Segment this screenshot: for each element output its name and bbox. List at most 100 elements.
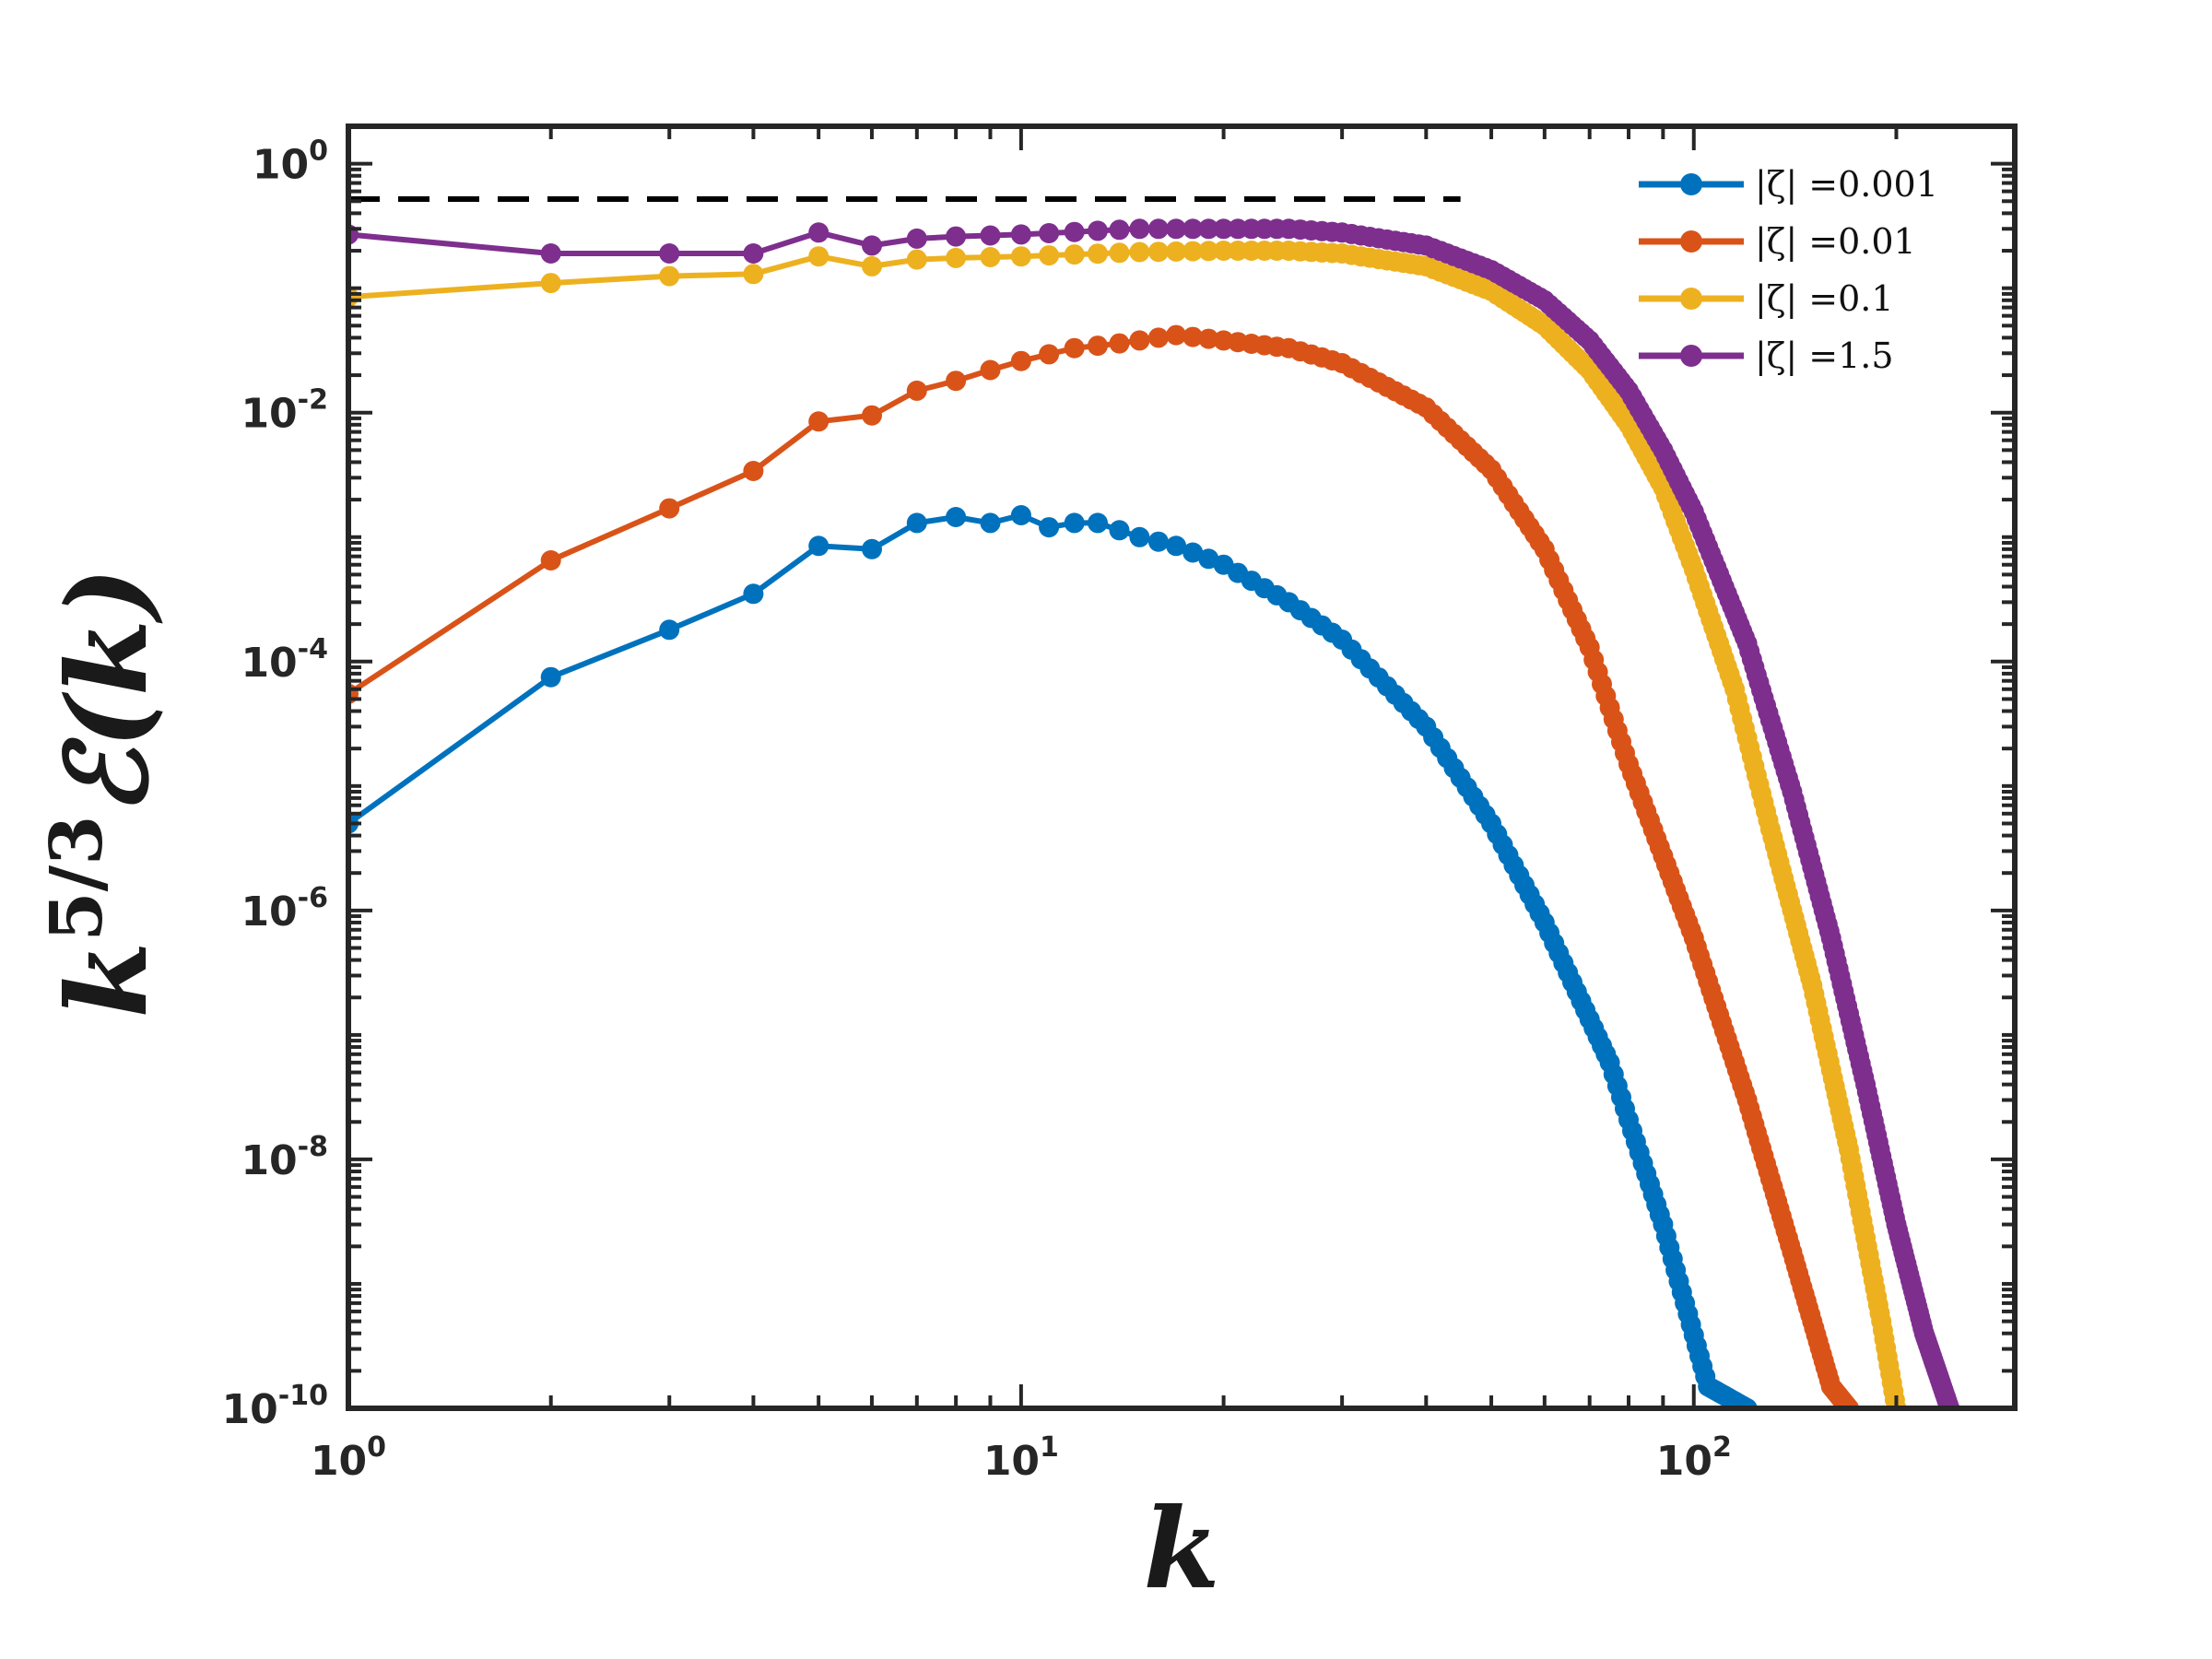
series-marker: [1010, 224, 1031, 245]
series-marker: [1182, 326, 1204, 347]
tick-layer: [347, 124, 2017, 1410]
series-marker: [862, 255, 882, 276]
series-marker: [1166, 241, 1187, 262]
series-marker: [1109, 333, 1130, 354]
series-marker: [1129, 218, 1150, 240]
series-marker: [1064, 337, 1085, 359]
legend-label: |ζ| =0.001: [1755, 164, 1938, 205]
series-marker: [808, 535, 830, 557]
series-marker: [946, 507, 967, 527]
series-line: [348, 512, 1749, 1408]
series-3: [348, 241, 1907, 1408]
series-marker: [1010, 246, 1031, 267]
series-marker: [659, 619, 680, 641]
series-marker: [1166, 324, 1187, 346]
legend-entry: |ζ| =0.1: [1639, 278, 1894, 319]
series-marker: [980, 225, 1001, 246]
legend-swatch-marker: [1680, 173, 1702, 195]
series-marker: [659, 265, 680, 287]
series-marker: [946, 226, 967, 247]
legend-entry: |ζ| =0.001: [1639, 164, 1938, 205]
series-marker: [540, 273, 561, 294]
series-marker: [980, 359, 1001, 381]
series-marker: [906, 249, 927, 270]
series-marker: [1039, 517, 1060, 538]
series-marker: [1147, 241, 1169, 263]
series-marker: [1064, 244, 1085, 265]
series-marker: [1166, 535, 1187, 557]
series-marker: [862, 538, 882, 559]
series-marker: [1109, 219, 1130, 241]
series-marker: [1039, 245, 1060, 266]
series-marker: [659, 243, 680, 264]
series-marker: [1010, 350, 1031, 371]
series-marker: [743, 461, 764, 481]
legend-entry: |ζ| =1.5: [1639, 335, 1894, 376]
series-marker: [1039, 223, 1060, 243]
plot-frame: [346, 124, 2018, 1411]
legend-swatch-marker: [1680, 230, 1702, 253]
y-tick-label: 100: [253, 135, 328, 189]
y-tick-label: 10-2: [241, 384, 328, 438]
series-marker: [946, 247, 967, 268]
series-marker: [808, 411, 830, 432]
series-marker: [906, 512, 927, 534]
series-line: [348, 332, 1852, 1408]
legend-label: |ζ| =0.1: [1755, 278, 1894, 319]
series-marker: [1064, 512, 1085, 534]
x-tick-label: 102: [1656, 1431, 1732, 1485]
series-marker: [980, 512, 1001, 534]
series-marker: [1129, 526, 1150, 547]
series-marker: [1182, 218, 1204, 240]
series-marker: [659, 498, 680, 519]
series-marker: [1182, 542, 1204, 563]
series-line: [348, 226, 1953, 1408]
series-marker: [1198, 218, 1219, 240]
series-marker: [1109, 520, 1130, 541]
series-marker: [743, 583, 764, 605]
series-marker: [980, 247, 1001, 267]
series-marker: [1129, 330, 1150, 351]
series-marker: [808, 246, 830, 267]
series-marker: [1088, 512, 1108, 534]
series-4: [348, 218, 1960, 1408]
y-axis-title-exponent: 5/3: [35, 816, 119, 942]
series-marker: [1147, 218, 1169, 240]
y-axis-title-base: k: [42, 942, 172, 1018]
y-axis-title-function: ℰ(k): [42, 567, 172, 815]
series-marker: [1213, 241, 1234, 261]
legend-label: |ζ| =0.01: [1755, 221, 1916, 262]
series-marker: [1198, 328, 1219, 349]
series-marker: [540, 243, 561, 264]
series-marker: [906, 380, 927, 401]
y-axis-title: k5/3ℰ(k): [35, 567, 172, 1018]
legend: |ζ| =0.001 |ζ| =0.01 |ζ| =0.1 |ζ| =1.5: [1639, 164, 1938, 376]
series-2: [348, 324, 1859, 1408]
series-marker: [1010, 505, 1031, 525]
series-marker: [1198, 241, 1219, 262]
series-marker: [1182, 241, 1204, 262]
series-marker: [540, 666, 561, 688]
legend-swatch-marker: [1680, 345, 1702, 367]
series-marker: [743, 264, 764, 285]
series-marker: [1147, 327, 1169, 348]
tick-label-layer: 100 101 102 100 10-2 10-4 10-6 10-8 10-10: [222, 135, 1732, 1485]
series-1: [348, 505, 1758, 1408]
series-marker: [862, 405, 882, 426]
legend-entry: |ζ| =0.01: [1639, 221, 1916, 262]
series-marker: [808, 222, 830, 243]
y-tick-label: 10-4: [241, 633, 328, 687]
series-marker: [1088, 220, 1108, 241]
series-layer: [348, 218, 1960, 1408]
series-marker: [540, 550, 561, 571]
series-marker: [1147, 531, 1169, 552]
legend-swatch-marker: [1680, 288, 1702, 310]
y-tick-label: 10-10: [222, 1380, 328, 1433]
series-marker: [1166, 218, 1187, 240]
x-axis-title: k: [1143, 1484, 1219, 1614]
legend-label: |ζ| =1.5: [1755, 335, 1894, 376]
series-marker: [906, 228, 927, 249]
series-marker: [743, 243, 764, 264]
series-marker: [1109, 242, 1130, 264]
